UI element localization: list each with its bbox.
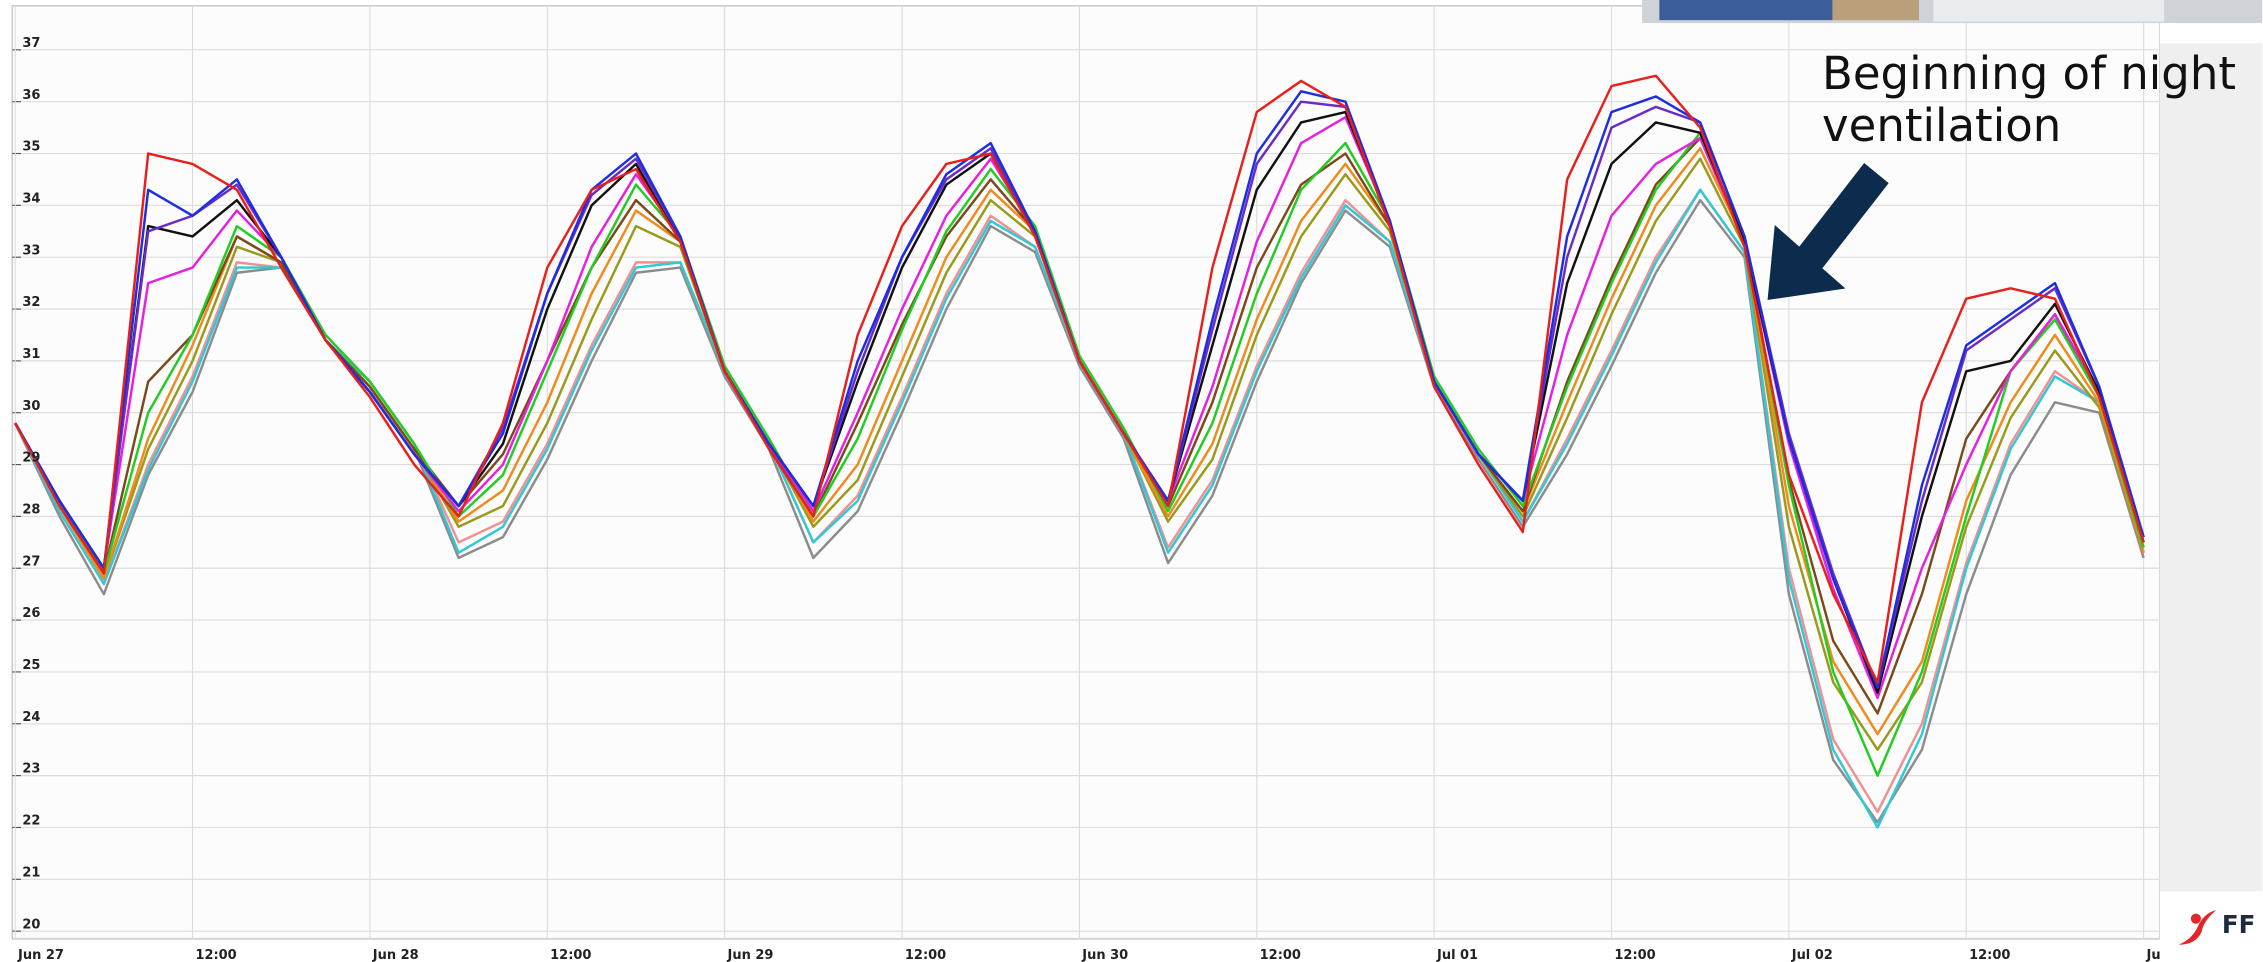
x-tick-label: 12:00 xyxy=(905,948,946,962)
y-tick-label: 26 xyxy=(22,606,40,621)
y-tick-label: 28 xyxy=(22,503,40,518)
y-tick-label: 20 xyxy=(22,917,40,932)
y-tick-label: 29 xyxy=(22,451,40,466)
y-tick-label: 37 xyxy=(22,36,40,51)
x-tick-label: Jun 28 xyxy=(372,948,419,962)
x-tick-label: 12:00 xyxy=(1969,948,2010,962)
y-tick-label: 30 xyxy=(22,399,40,414)
y-tick-label: 35 xyxy=(22,140,40,155)
x-tick-label: 12:00 xyxy=(1614,948,1655,962)
annotation: Beginning of night ventilation xyxy=(1822,48,2263,152)
side-panel xyxy=(2160,43,2262,891)
page: 20 21 22 23 24 25 26 27 28 29 30 31 32 33 34 35 36 37 Jun … xyxy=(0,0,2263,962)
y-tick-label: 34 xyxy=(22,191,40,206)
x-tick-label: Jul 01 xyxy=(1436,948,1478,962)
y-tick-label: 24 xyxy=(22,710,40,725)
x-tick-label: Jun 29 xyxy=(727,948,774,962)
x-tick-label: 12:00 xyxy=(195,948,236,962)
y-tick-label: 25 xyxy=(22,658,40,673)
y-tick-label: 33 xyxy=(22,243,40,258)
y-tick-label: 21 xyxy=(22,865,40,880)
logo-text: FF xyxy=(2222,910,2255,939)
x-tick-label: Jun 27 xyxy=(17,948,64,962)
x-tick-label: Jul 02 xyxy=(1791,948,1833,962)
y-tick-label: 36 xyxy=(22,88,40,103)
photo xyxy=(1642,0,2262,23)
y-tick-label: 32 xyxy=(22,295,40,310)
x-tick-label: Jun 30 xyxy=(1081,948,1128,962)
x-tick-label: 12:00 xyxy=(1260,948,1301,962)
y-tick-label: 27 xyxy=(22,554,40,569)
y-tick-label: 22 xyxy=(22,814,40,829)
y-tick-label: 31 xyxy=(22,347,40,362)
y-tick-label: 23 xyxy=(22,762,40,777)
x-tick-label: 12:00 xyxy=(550,948,591,962)
